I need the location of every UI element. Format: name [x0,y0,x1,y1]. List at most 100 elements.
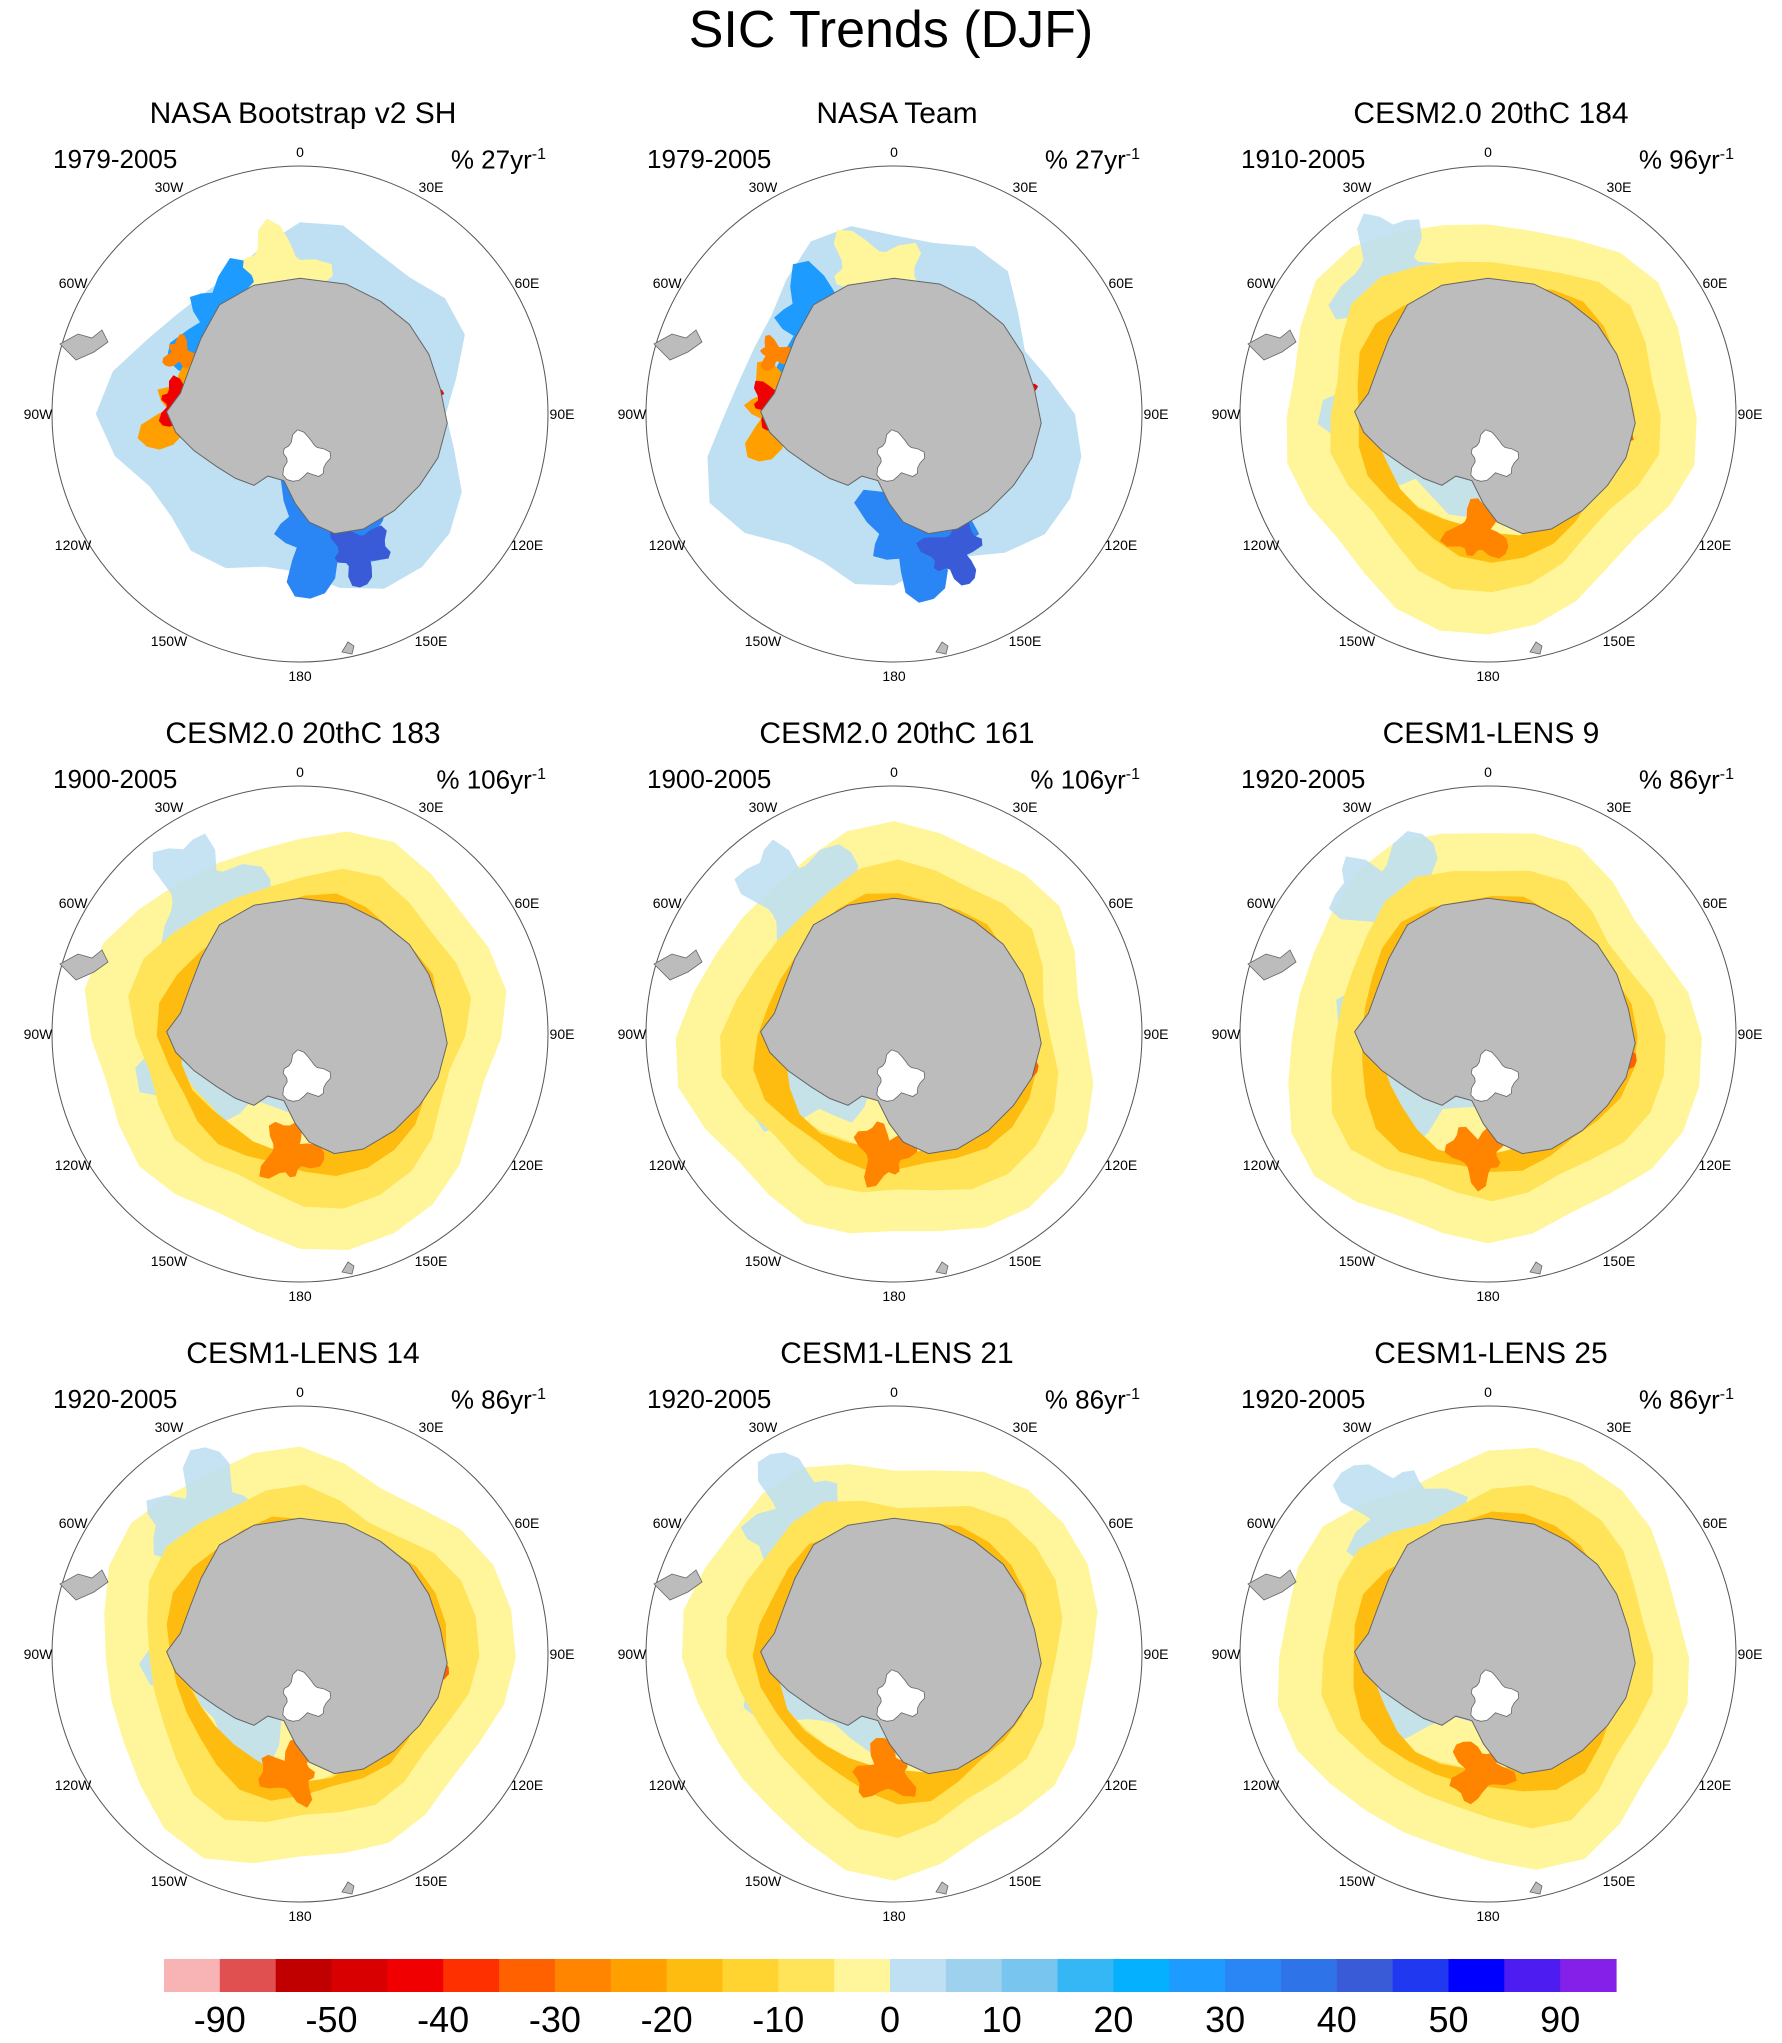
longitude-label: 150W [1339,633,1376,649]
map-panel: CESM1-LENS 9 1920-2005 % 86yr-1 0 30E 60E 90E 1… [1194,716,1782,1336]
map-panel: CESM1-LENS 14 1920-2005 % 86yr-1 0 30E 60E 90E… [6,1336,600,1956]
longitude-label: 150W [151,1253,188,1269]
panel-title: CESM2.0 20thC 184 [1353,97,1629,130]
antarctica-landmass [166,1517,448,1775]
longitude-label: 0 [296,144,304,160]
longitude-label: 180 [288,1908,312,1924]
polar-map: 0 30E 60E 90E 120E 150E 180 150W 120W 90W 60W 30W [1212,1384,1763,1924]
longitude-label: 30E [1013,799,1038,815]
antarctica-landmass [760,897,1042,1155]
longitude-label: 90E [1738,406,1763,422]
longitude-label: 60E [514,895,539,911]
longitude-label: 180 [1476,668,1500,684]
ross-ice-shelf [282,429,332,482]
longitude-label: 180 [288,1288,312,1304]
longitude-label: 90W [618,1646,648,1662]
ross-ice-shelf [876,1049,926,1102]
longitude-label: 90E [1144,1646,1169,1662]
longitude-label: 120E [1105,1157,1138,1173]
longitude-label: 120E [511,537,544,553]
longitude-label: 0 [1484,764,1492,780]
units-exponent: -1 [1719,766,1734,783]
panel-title: CESM1-LENS 25 [1374,1337,1608,1370]
map-panel: CESM1-LENS 21 1920-2005 % 86yr-1 0 30E 60E 90E… [600,1336,1194,1956]
antarctica-landmass [760,277,1042,535]
south-america-tip [653,329,703,361]
longitude-label: 150E [1009,1253,1042,1269]
panel-units: % 86yr-1 [1045,1380,1140,1415]
polar-map: 0 30E 60E 90E 120E 150E 180 150W 120W 90W 60W 30W [24,1384,575,1924]
longitude-label: 30W [749,799,779,815]
longitude-label: 30E [1607,799,1632,815]
longitude-label: 30E [1013,179,1038,195]
ross-ice-shelf [282,1669,332,1722]
units-exponent: -1 [1719,1386,1734,1403]
panel-title: NASA Bootstrap v2 SH [149,97,457,130]
south-america-tip [1247,329,1297,361]
new-zealand-tip [1529,1881,1543,1895]
panel-title: CESM2.0 20thC 161 [759,717,1035,750]
longitude-label: 180 [1476,1908,1500,1924]
longitude-label: 120E [1105,537,1138,553]
trend-field-strong-negative [852,1738,917,1798]
panel-title: CESM2.0 20thC 183 [165,717,441,750]
panel-years: 1920-2005 [647,1384,772,1414]
longitude-label: 180 [882,1908,906,1924]
map-panel: CESM2.0 20thC 184 1910-2005 % 96yr-1 0 30E 60… [1194,96,1782,716]
longitude-label: 150W [745,1253,782,1269]
trend-field-negative [162,334,199,370]
longitude-label: 150E [1009,633,1042,649]
units-exponent: -1 [1125,766,1140,783]
longitude-label: 0 [890,764,898,780]
antarctica-landmass [760,1517,1042,1775]
panel-title: NASA Team [816,97,978,130]
panel-years: 1910-2005 [1241,144,1366,174]
longitude-label: 150E [415,1873,448,1889]
longitude-label: 30W [155,179,185,195]
longitude-label: 120E [1105,1777,1138,1793]
units-text: % 27yr [450,144,532,175]
new-zealand-tip [341,1261,355,1275]
map-panel: CESM2.0 20thC 161 1900-2005 % 106yr-1 0 30E 6… [600,716,1194,1336]
polar-map: 0 30E 60E 90E 120E 150E 180 150W 120W 90W 60W 30W [1212,764,1763,1304]
units-text: % 106yr [436,764,532,795]
south-america-tip [1247,1569,1297,1601]
longitude-label: 90E [550,1026,575,1042]
units-text: % 86yr [1044,1384,1126,1415]
south-america-tip [653,1569,703,1601]
longitude-label: 0 [1484,1384,1492,1400]
longitude-label: 180 [882,668,906,684]
longitude-label: 30W [749,1419,779,1435]
units-text: % 86yr [1638,764,1720,795]
units-exponent: -1 [1719,146,1734,163]
antarctica-landmass [1354,897,1636,1155]
longitude-label: 90E [550,1646,575,1662]
longitude-label: 120W [649,1777,686,1793]
longitude-label: 30W [1343,179,1373,195]
longitude-label: 120E [511,1777,544,1793]
units-text: % 27yr [1044,144,1126,175]
panel-years: 1979-2005 [53,144,178,174]
ross-ice-shelf [282,1049,332,1102]
new-zealand-tip [341,1881,355,1895]
longitude-label: 0 [1484,144,1492,160]
longitude-label: 60W [1247,1515,1277,1531]
longitude-label: 0 [296,1384,304,1400]
new-zealand-tip [1529,1261,1543,1275]
longitude-label: 90W [1212,1026,1242,1042]
longitude-label: 30W [155,1419,185,1435]
longitude-label: 60W [653,1515,683,1531]
new-zealand-tip [935,1881,949,1895]
longitude-label: 60W [653,895,683,911]
longitude-label: 120W [1243,1157,1280,1173]
longitude-label: 30W [155,799,185,815]
longitude-label: 30E [419,1419,444,1435]
longitude-label: 150W [151,633,188,649]
longitude-label: 120W [649,537,686,553]
longitude-label: 150E [1603,1873,1636,1889]
new-zealand-tip [935,1261,949,1275]
new-zealand-tip [1529,641,1543,655]
units-text: % 86yr [450,1384,532,1415]
longitude-label: 30W [749,179,779,195]
map-panel: NASA Bootstrap v2 SH 1979-2005 % 27yr-1 0 30… [6,96,600,716]
